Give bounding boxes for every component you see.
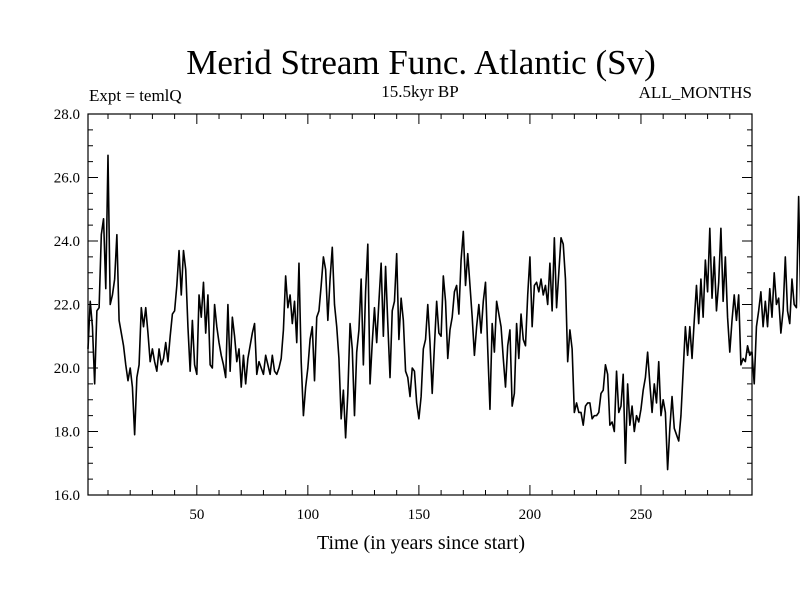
x-tick-label: 200 [519,507,542,523]
y-tick-label: 24.0 [54,234,80,250]
experiment-label: Expt = temlQ [89,86,182,105]
series-line [87,154,800,471]
x-axis: 50 100 150 200 250 [107,114,731,523]
y-axis: 16.0 18.0 20.0 22.0 24.0 26.0 28.0 [54,107,752,504]
months-label: ALL_MONTHS [639,83,752,102]
chart-title: Merid Stream Func. Atlantic (Sv) [186,43,656,82]
y-tick-label: 16.0 [54,488,80,504]
x-tick-label: 100 [297,507,320,523]
x-tick-label: 50 [189,507,204,523]
x-axis-label: Time (in years since start) [317,532,525,554]
y-tick-label: 18.0 [54,425,80,441]
y-tick-label: 26.0 [54,171,80,187]
plot-frame [87,113,753,496]
y-tick-label: 28.0 [54,107,80,123]
y-tick-label: 20.0 [54,361,80,377]
x-tick-label: 250 [630,507,653,523]
x-tick-label: 150 [408,507,431,523]
y-tick-label: 22.0 [54,298,80,314]
period-label: 15.5kyr BP [381,82,458,101]
